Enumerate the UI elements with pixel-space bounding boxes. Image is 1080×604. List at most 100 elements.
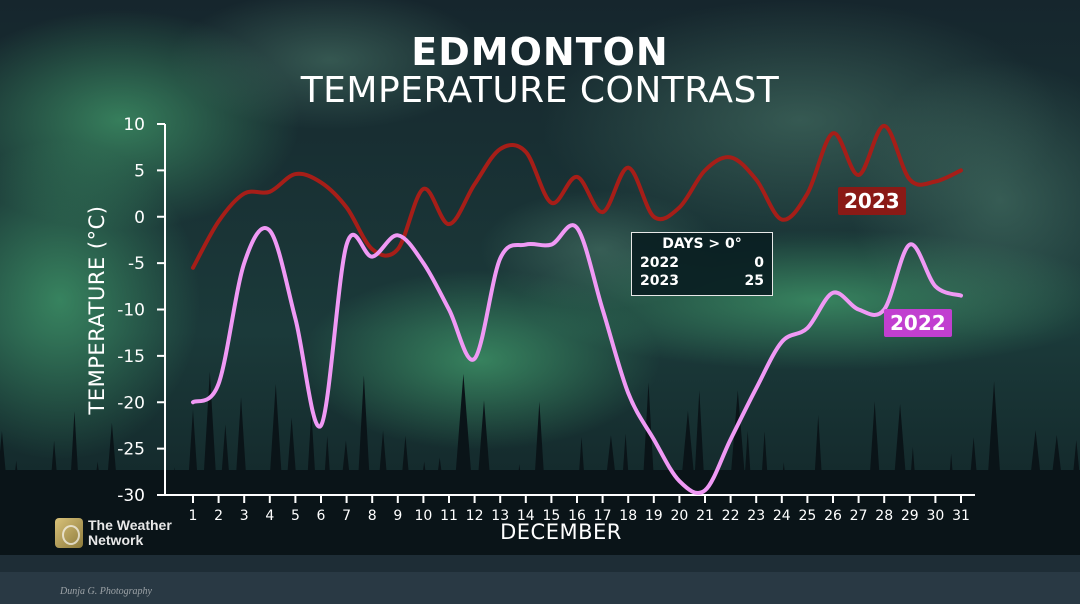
- data-point-2023: [447, 222, 451, 226]
- x-tick-label: 31: [952, 508, 970, 524]
- data-point-2022: [959, 293, 963, 298]
- data-point-2023: [831, 131, 835, 135]
- y-tick-label: -5: [128, 254, 145, 274]
- y-tick-label: -20: [117, 393, 145, 413]
- y-axis-label: TEMPERATURE (°C): [85, 205, 109, 415]
- data-point-2022: [242, 261, 246, 265]
- x-tick-label: 16: [568, 508, 586, 524]
- photo-credit: Dunja G. Photography: [60, 586, 152, 597]
- x-tick-label: 25: [798, 508, 816, 524]
- data-point-2023: [908, 178, 912, 182]
- days-row-year: 2023: [640, 273, 679, 289]
- data-point-2023: [217, 219, 221, 223]
- data-point-2022: [524, 242, 528, 247]
- data-point-2022: [601, 307, 605, 312]
- data-point-2022: [549, 242, 554, 247]
- data-point-2022: [933, 284, 938, 288]
- x-tick-label: 9: [393, 508, 402, 524]
- days-row-2022: 2022 0: [640, 255, 764, 273]
- days-row-2023: 2023 25: [640, 273, 764, 291]
- data-point-2022: [293, 317, 297, 321]
- data-point-2022: [345, 242, 349, 247]
- data-point-2023: [626, 165, 630, 170]
- data-point-2023: [780, 217, 784, 222]
- data-point-2022: [805, 326, 810, 330]
- data-point-2023: [805, 191, 810, 196]
- series-label-2023: 2023: [838, 187, 906, 215]
- data-point-2023: [601, 210, 605, 214]
- data-point-2023: [703, 168, 707, 172]
- data-point-2023: [191, 266, 195, 270]
- data-point-2022: [857, 307, 861, 312]
- data-point-2023: [345, 205, 349, 210]
- data-point-2023: [882, 124, 886, 128]
- weather-network-logo: The Weather Network: [55, 518, 195, 552]
- data-point-2023: [575, 175, 579, 179]
- data-point-2023: [652, 215, 656, 219]
- x-tick-label: 11: [440, 508, 458, 524]
- logo-line-2: Network: [88, 532, 144, 548]
- data-point-2023: [677, 205, 682, 210]
- days-above-zero-box: DAYS > 0° 2022 0 2023 25: [631, 232, 773, 296]
- data-point-2023: [268, 190, 272, 194]
- data-point-2022: [498, 256, 502, 261]
- data-point-2023: [473, 182, 477, 186]
- x-tick-label: 6: [317, 508, 326, 524]
- chart-title: EDMONTON: [411, 30, 669, 74]
- y-tick-label: 10: [123, 115, 145, 135]
- data-point-2022: [268, 229, 272, 233]
- data-point-2023: [498, 147, 502, 151]
- x-tick-label: 26: [824, 508, 842, 524]
- x-tick-label: 22: [722, 508, 740, 524]
- x-tick-label: 30: [926, 508, 944, 524]
- data-point-2022: [396, 233, 400, 237]
- x-tick-label: 5: [291, 508, 300, 524]
- data-point-2022: [217, 382, 221, 386]
- x-tick-label: 15: [542, 508, 560, 524]
- x-tick-label: 27: [850, 508, 868, 524]
- x-tick-label: 3: [240, 508, 249, 524]
- data-point-2023: [242, 191, 246, 196]
- logo-line-1: The Weather: [88, 517, 172, 533]
- data-point-2022: [908, 242, 912, 247]
- data-point-2022: [575, 226, 579, 230]
- y-tick-label: -25: [117, 440, 145, 460]
- data-point-2023: [549, 201, 554, 205]
- data-point-2023: [370, 247, 374, 251]
- days-row-count: 25: [744, 273, 764, 289]
- y-tick-label: 0: [134, 208, 145, 228]
- data-point-2023: [396, 247, 400, 251]
- data-point-2022: [831, 291, 835, 295]
- series-line-2022: [191, 223, 963, 496]
- data-point-2023: [933, 179, 938, 184]
- weather-network-logo-icon: [55, 518, 83, 548]
- x-tick-label: 14: [517, 508, 535, 524]
- y-tick-label: 5: [134, 161, 145, 181]
- x-tick-label: 13: [491, 508, 509, 524]
- data-point-2022: [677, 479, 682, 483]
- treeline-base: [0, 470, 1080, 560]
- data-point-2022: [729, 437, 733, 441]
- data-point-2023: [421, 187, 425, 191]
- x-tick-label: 28: [875, 508, 893, 524]
- data-point-2022: [447, 307, 451, 312]
- data-point-2023: [857, 173, 861, 177]
- data-point-2022: [754, 386, 758, 390]
- x-tick-label: 12: [466, 508, 484, 524]
- y-tick-label: -30: [117, 486, 145, 506]
- x-tick-label: 24: [773, 508, 791, 524]
- data-point-2022: [473, 357, 477, 361]
- data-point-2022: [652, 437, 656, 441]
- data-point-2022: [191, 400, 195, 404]
- data-point-2023: [319, 180, 323, 185]
- days-row-year: 2022: [640, 255, 679, 271]
- data-point-2022: [319, 423, 323, 428]
- logo-text: The Weather Network: [88, 518, 172, 548]
- x-tick-label: 1: [189, 508, 198, 524]
- y-tick-label: -10: [117, 301, 145, 321]
- data-point-2023: [959, 168, 963, 172]
- x-tick-label: 21: [696, 508, 714, 524]
- x-tick-label: 17: [594, 508, 612, 524]
- days-row-count: 0: [754, 255, 764, 271]
- x-tick-label: 29: [901, 508, 919, 524]
